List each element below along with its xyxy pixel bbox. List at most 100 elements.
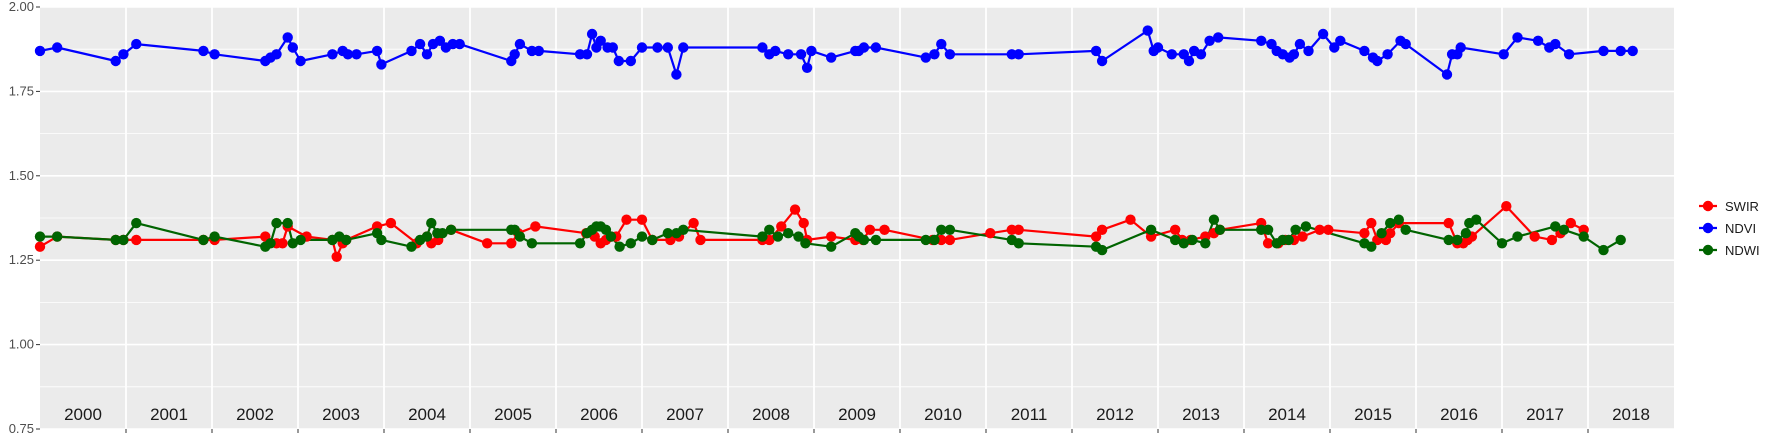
data-point-swir (636, 214, 648, 225)
data-point-ndwi (1366, 241, 1377, 252)
data-point-ndwi (1290, 224, 1301, 235)
data-point-ndvi (514, 38, 526, 50)
legend-label-ndvi: NDVI (1725, 221, 1756, 236)
year-label: 2011 (1011, 405, 1048, 424)
data-point-ndvi (1096, 55, 1108, 67)
data-point-ndvi (1090, 45, 1102, 57)
data-point-ndvi (1512, 32, 1523, 43)
data-point-ndvi (757, 42, 768, 53)
data-point-swir (1297, 231, 1308, 242)
data-point-ndvi (52, 42, 63, 53)
major-gridlines (40, 6, 1674, 430)
data-point-ndwi (647, 234, 658, 246)
data-point-swir (1090, 231, 1102, 242)
data-point-ndwi (526, 238, 538, 249)
year-labels: 2000 2001 2002 2003 2004 2005 2006 2007 2008 2009… (64, 405, 1650, 424)
data-point-ndwi (920, 234, 931, 246)
data-point-swir (530, 221, 541, 232)
year-label: 2007 (666, 405, 704, 424)
data-point-ndvi (770, 45, 781, 57)
data-point-ndvi (1335, 35, 1346, 46)
x-axis (125, 429, 1589, 433)
year-label: 2005 (494, 405, 532, 424)
data-point-ndwi (1400, 224, 1411, 235)
data-point-ndwi (1385, 217, 1396, 229)
data-point-ndwi (574, 238, 586, 249)
data-point-ndvi (944, 49, 956, 60)
series-layer (34, 25, 1638, 262)
data-point-ndvi (652, 42, 663, 53)
data-point-ndvi (936, 38, 947, 50)
data-point-ndwi (1452, 234, 1463, 246)
data-point-ndvi (1455, 42, 1466, 53)
legend-key-point (1702, 200, 1714, 212)
y-tick-label: 1.75 (9, 83, 34, 98)
data-point-ndvi (1441, 69, 1453, 80)
data-point-ndvi (295, 55, 306, 67)
data-point-ndvi (806, 45, 817, 57)
data-point-swir (1359, 228, 1370, 239)
data-point-ndvi (595, 35, 606, 46)
data-point-ndwi (1208, 214, 1220, 225)
data-point-ndwi (1443, 234, 1454, 246)
data-point-ndwi (406, 241, 417, 252)
data-point-ndwi (34, 231, 46, 242)
data-point-ndwi (800, 238, 811, 249)
data-point-ndvi (1498, 49, 1509, 60)
data-point-ndwi (341, 234, 352, 246)
data-point-swir (695, 234, 706, 246)
data-point-swir (688, 217, 699, 229)
data-point-ndwi (131, 217, 142, 229)
year-label: 2009 (838, 405, 876, 424)
data-point-ndwi (437, 228, 448, 239)
data-point-ndvi (1615, 45, 1626, 57)
data-point-swir (1565, 217, 1577, 229)
data-point-ndwi (282, 217, 293, 229)
y-tick-label: 1.25 (9, 252, 34, 267)
year-label: 2016 (1440, 405, 1478, 424)
data-point-swir (131, 234, 142, 246)
data-point-ndvi (1195, 49, 1207, 60)
data-point-ndwi (1187, 234, 1198, 246)
year-label: 2000 (64, 405, 102, 424)
data-point-ndvi (1288, 49, 1300, 60)
y-tick-label: 1.50 (9, 168, 34, 183)
year-label: 2006 (580, 405, 618, 424)
data-point-ndwi (870, 234, 882, 246)
data-point-ndwi (1578, 231, 1589, 242)
data-point-ndvi (581, 49, 593, 60)
data-point-ndwi (944, 224, 956, 235)
data-point-ndvi (613, 55, 624, 67)
data-point-ndwi (1460, 228, 1472, 239)
data-point-ndwi (1615, 234, 1626, 246)
data-point-ndwi (1300, 221, 1312, 232)
data-point-swir (1546, 234, 1558, 246)
data-point-ndvi (1166, 49, 1178, 60)
data-point-ndwi (1262, 224, 1274, 235)
data-point-ndvi (371, 45, 383, 57)
data-point-ndvi (414, 38, 426, 50)
data-point-ndwi (1393, 214, 1405, 225)
data-point-swir (776, 221, 787, 232)
data-point-swir (944, 234, 956, 246)
data-point-ndvi (376, 59, 387, 70)
y-tick-label: 2.00 (9, 0, 34, 14)
data-point-swir (331, 251, 342, 262)
data-point-ndwi (929, 234, 940, 246)
data-point-swir (621, 214, 632, 225)
data-point-ndwi (110, 234, 121, 246)
data-point-ndvi (209, 49, 220, 60)
data-point-ndvi (1382, 49, 1393, 60)
y-tick-label: 0.75 (9, 421, 34, 436)
data-point-ndwi (614, 241, 625, 252)
data-point-ndvi (34, 45, 46, 57)
data-point-ndwi (605, 231, 617, 242)
year-label: 2003 (322, 405, 360, 424)
year-label: 2015 (1354, 405, 1392, 424)
data-point-ndwi (1471, 214, 1482, 225)
data-point-swir (1385, 228, 1396, 239)
data-point-swir (34, 241, 46, 252)
data-point-swir (482, 238, 493, 249)
data-point-ndwi (1200, 238, 1211, 249)
series-line-ndvi (39, 29, 1633, 76)
